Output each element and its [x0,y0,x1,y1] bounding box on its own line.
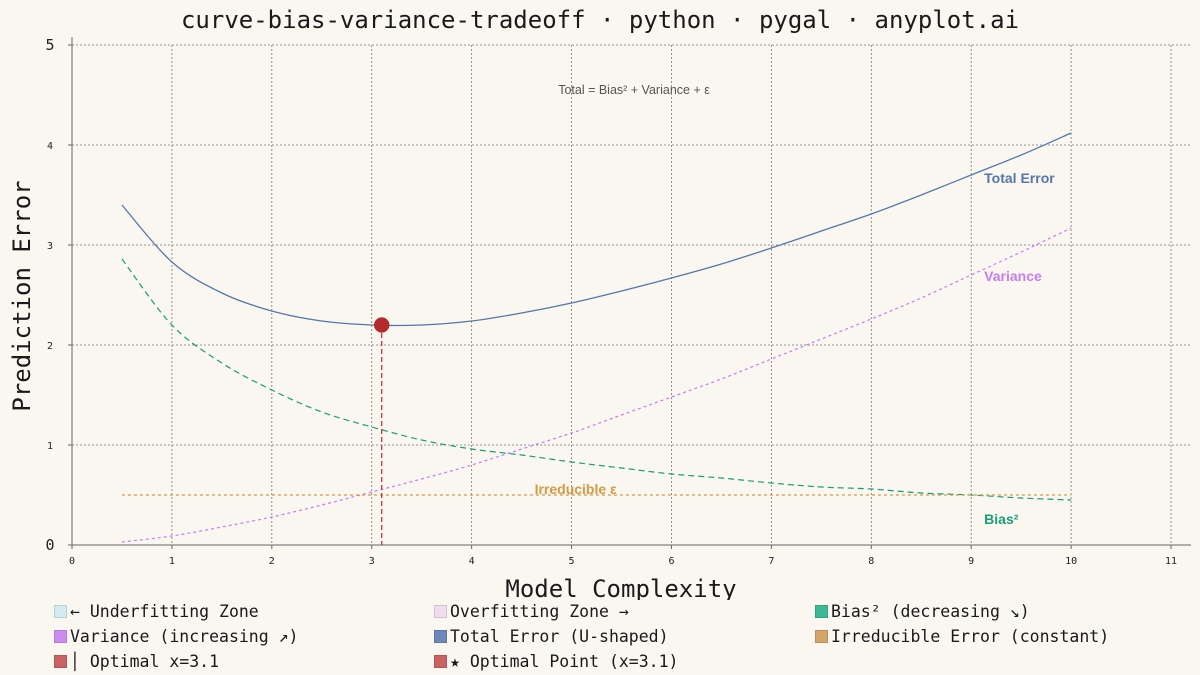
axes: 0 1 2 3 4 5 6 7 8 9 10 11 0 1 2 3 4 5 [45,36,1191,567]
legend-swatch [434,605,447,618]
x-tick-label: 1 [169,556,175,567]
legend-item[interactable]: │ Optimal x=3.1 [54,652,219,671]
formula-annotation: Total = Bias² + Variance + ε [558,83,710,97]
legend-item[interactable]: ★ Optimal Point (x=3.1) [434,652,678,671]
x-tick-label: 9 [968,556,974,567]
series-label-variance: Variance [984,268,1042,284]
x-tick-label: 10 [1065,556,1077,567]
y-tick-label: 1 [47,441,53,452]
y-tick-label: 0 [45,536,54,554]
legend-swatch [54,655,67,668]
legend-swatch [434,655,447,668]
chart: curve-bias-variance-tradeoff · python · … [8,6,1191,600]
legend-label: Irreducible Error (constant) [831,627,1110,646]
series-line-bias [121,258,1072,501]
legend-label: Variance (increasing ↗) [70,627,299,646]
legend-label: │ Optimal x=3.1 [70,652,220,671]
x-tick-label: 8 [868,556,874,567]
x-tick-label: 5 [569,556,575,567]
x-axis-title: Model Complexity [505,575,736,600]
legend-item[interactable]: Total Error (U-shaped) [434,627,669,646]
grid [72,44,1191,545]
legend-item[interactable]: Overfitting Zone → [434,602,629,621]
x-tick-label: 6 [668,556,674,567]
legend-label: ← Underfitting Zone [70,602,259,621]
x-tick-label: 11 [1165,556,1177,567]
legend-swatch [54,605,67,618]
x-tick-label: 7 [768,556,774,567]
x-tick-label: 3 [369,556,375,567]
y-tick-label: 3 [47,241,53,252]
x-tick-label: 4 [469,556,475,567]
series-label-bias: Bias² [984,511,1019,527]
x-tick-label: 2 [269,556,275,567]
y-tick-label: 5 [45,36,54,54]
legend-swatch [815,605,828,618]
legend-swatch [54,630,67,643]
legend-swatch [434,630,447,643]
legend-label: Bias² (decreasing ↘) [831,602,1030,621]
y-axis-title: Prediction Error [8,180,36,411]
legend-item[interactable]: Irreducible Error (constant) [815,627,1109,646]
optimal-point [373,317,390,333]
legend-item[interactable]: Bias² (decreasing ↘) [815,602,1030,621]
legend-item[interactable]: Variance (increasing ↗) [54,627,298,646]
chart-title: curve-bias-variance-tradeoff · python · … [181,6,1019,34]
legend-label: Overfitting Zone → [450,602,629,621]
series-label-irreducible: Irreducible ε [535,481,617,497]
series-labels: Total Error Bias² Variance Irreducible ε [535,170,1056,527]
y-tick-label: 2 [47,341,53,352]
series-line-variance [121,227,1072,543]
legend-label: Total Error (U-shaped) [450,627,669,646]
legend-label: ★ Optimal Point (x=3.1) [450,652,679,671]
series-layer [121,132,1072,545]
y-tick-label: 4 [47,141,53,152]
legend-item[interactable]: ← Underfitting Zone [54,602,259,621]
legend-swatch [815,630,828,643]
x-tick-label: 0 [69,556,75,567]
series-line-total-error [121,132,1072,327]
series-label-total-error: Total Error [984,170,1055,186]
